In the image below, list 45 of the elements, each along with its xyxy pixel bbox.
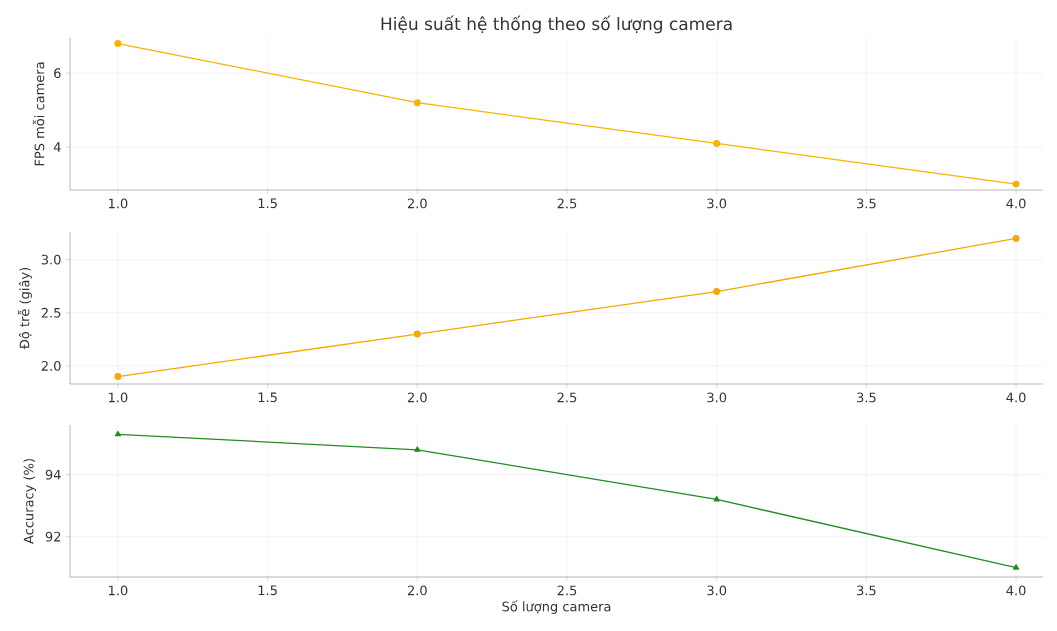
y-tick-label: 92 <box>45 531 61 542</box>
y-axis-title: Độ trễ (giây) <box>17 267 32 350</box>
x-tick-label: 4.0 <box>1006 392 1026 403</box>
y-tick-label: 3.0 <box>41 254 61 265</box>
x-tick-label: 4.0 <box>1006 198 1026 209</box>
point <box>713 496 720 502</box>
x-tick-label: 3.0 <box>707 392 727 403</box>
x-tick-label: 4.0 <box>1006 585 1026 596</box>
y-tick-label: 2.0 <box>41 361 61 371</box>
point <box>713 139 721 147</box>
x-tick-label: 1.0 <box>108 392 128 403</box>
y-axis-title: FPS mỗi camera <box>32 62 45 166</box>
point <box>414 446 421 452</box>
x-tick-label: 2.0 <box>407 392 427 403</box>
point <box>1012 234 1020 242</box>
chart-title: Hiệu suất hệ thống theo số lượng camera <box>381 15 732 34</box>
x-tick-label: 3.0 <box>707 198 727 209</box>
x-axis-title: Số lượng camera <box>502 600 611 614</box>
point <box>413 330 421 338</box>
y-axis-title: Accuracy (%) <box>23 459 37 544</box>
x-tick-label: 3.5 <box>857 198 876 209</box>
point <box>114 430 121 437</box>
x-tick-label: 2.0 <box>407 585 427 596</box>
y-tick-label: 6 <box>54 68 61 79</box>
point <box>1012 564 1020 570</box>
x-tick-label: 1.5 <box>258 198 277 209</box>
x-tick-label: 1.0 <box>108 585 128 596</box>
x-tick-label: 3.5 <box>857 585 876 596</box>
point <box>413 99 421 107</box>
x-tick-label: 1.5 <box>258 585 277 596</box>
x-tick-label: 2.5 <box>557 198 577 209</box>
x-tick-label: 2.0 <box>407 198 427 209</box>
y-tick-label: 4 <box>53 142 61 152</box>
x-tick-label: 2.5 <box>557 392 577 403</box>
x-tick-label: 2.5 <box>557 585 577 596</box>
y-tick-label: 94 <box>45 469 61 480</box>
y-tick-label: 2.5 <box>41 307 61 318</box>
x-tick-label: 3.5 <box>857 392 876 403</box>
point <box>713 288 721 295</box>
x-tick-label: 1.0 <box>108 198 128 209</box>
x-tick-label: 3.0 <box>707 585 727 596</box>
point <box>114 373 122 381</box>
x-tick-label: 1.5 <box>258 392 277 403</box>
point <box>114 40 122 47</box>
point <box>1012 180 1020 188</box>
